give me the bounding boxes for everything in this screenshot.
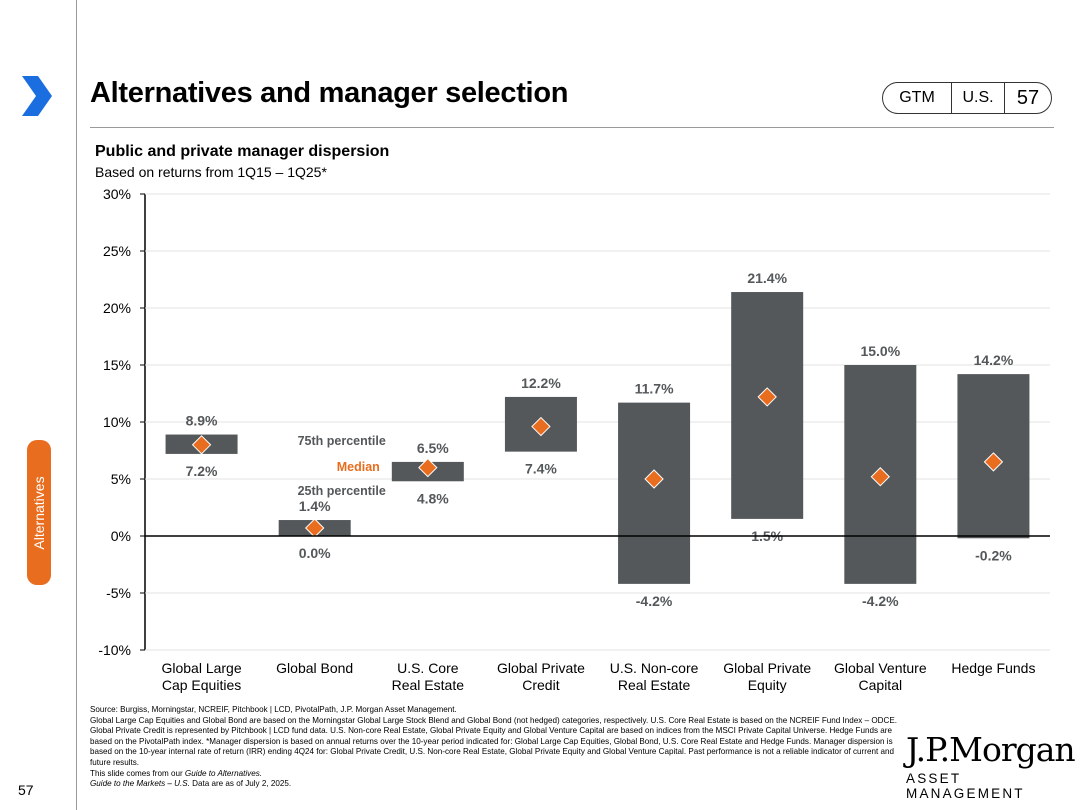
chart-title: Public and private manager dispersion — [95, 143, 390, 160]
y-tick-label: -10% — [98, 642, 131, 658]
y-tick-label: -5% — [106, 585, 131, 601]
p75-label: 11.7% — [635, 381, 674, 397]
x-tick-label: U.S. Non-core — [610, 660, 699, 676]
page-title: Alternatives and manager selection — [90, 77, 569, 109]
dispersion-bar — [618, 402, 691, 584]
x-tick-label: Equity — [748, 677, 787, 693]
x-tick-label: Cap Equities — [162, 677, 241, 693]
y-tick-label: 5% — [111, 471, 131, 487]
badge-gtm: GTM — [883, 83, 952, 113]
legend-median: Median — [337, 460, 380, 474]
p75-label: 6.5% — [417, 440, 449, 456]
footnote-source: Source: Burgiss, Morningstar, NCREIF, Pi… — [90, 705, 457, 714]
section-tab[interactable]: Alternatives — [27, 440, 51, 585]
x-tick-label: Real Estate — [618, 677, 691, 693]
page-number: 57 — [18, 782, 34, 798]
p25-label: 4.8% — [417, 490, 449, 506]
chevron-right-icon — [22, 76, 52, 116]
logo-main: J.P.Morgan — [906, 730, 1076, 769]
y-tick-label: 15% — [103, 357, 131, 373]
footnote-guide-markets: Guide to the Markets – U.S. Data are as … — [90, 779, 900, 790]
x-tick-label: Global Large — [161, 660, 241, 676]
badge-region: U.S. — [952, 83, 1005, 113]
x-tick-label: Credit — [522, 677, 559, 693]
y-tick-label: 25% — [103, 243, 131, 259]
footnote-line4-suffix: Data are as of July 2, 2025. — [189, 779, 292, 789]
x-tick-label: Global Venture — [834, 660, 927, 676]
page-badges: GTM U.S. 57 — [882, 82, 1052, 114]
y-tick-label: 30% — [103, 186, 131, 202]
p25-label: -4.2% — [862, 593, 899, 609]
p75-label: 1.4% — [299, 498, 331, 514]
p25-label: -0.2% — [975, 547, 1012, 563]
median-marker — [418, 457, 438, 478]
p75-label: 12.2% — [521, 375, 561, 391]
p75-label: 21.4% — [747, 270, 787, 286]
x-tick-label: Capital — [859, 677, 903, 693]
footnotes: Source: Burgiss, Morningstar, NCREIF, Pi… — [90, 705, 900, 790]
p75-label: 8.9% — [186, 413, 218, 429]
footnote-line3-prefix: This slide comes from our — [90, 768, 185, 778]
badge-page: 57 — [1016, 86, 1040, 109]
footnote-guide-alternatives: This slide comes from our Guide to Alter… — [90, 769, 900, 780]
chart-subtitle: Based on returns from 1Q15 – 1Q25* — [95, 164, 327, 180]
median-marker — [191, 435, 212, 455]
p25-label: 0.0% — [299, 545, 331, 561]
p75-label: 14.2% — [974, 352, 1014, 368]
y-tick-label: 0% — [111, 528, 131, 544]
x-tick-label: Global Private — [497, 660, 585, 676]
logo-sub: ASSET MANAGEMENT — [906, 771, 1025, 801]
guide-markets-link[interactable]: Guide to the Markets – U.S. — [90, 779, 190, 789]
median-marker — [983, 452, 1004, 472]
median-marker — [870, 467, 891, 487]
footnote-body: Global Large Cap Equities and Global Bon… — [90, 715, 897, 767]
jpmorgan-logo: J.P.Morgan ASSET MANAGEMENT — [906, 730, 1080, 801]
median-marker — [304, 518, 325, 538]
left-divider — [76, 0, 77, 810]
guide-alternatives-link[interactable]: Guide to Alternatives. — [184, 768, 262, 778]
dispersion-chart: 30% 25% 20% 15% 10% 5% 0% -5% -10% 8.9% 7.2% Global… — [98, 186, 1050, 693]
p25-label: 7.2% — [186, 463, 218, 479]
x-tick-label: Hedge Funds — [951, 660, 1035, 676]
p25-label: -4.2% — [636, 593, 673, 609]
x-tick-label: Global Private — [723, 660, 811, 676]
x-tick-label: U.S. Core — [397, 660, 459, 676]
x-tick-label: Real Estate — [392, 677, 465, 693]
y-tick-label: 20% — [103, 300, 131, 316]
median-marker — [644, 469, 664, 489]
p25-label: 7.4% — [525, 461, 557, 477]
x-tick-label: Global Bond — [276, 660, 353, 676]
median-marker — [531, 416, 551, 437]
legend-p25: 25th percentile — [298, 484, 386, 498]
p75-label: 15.0% — [860, 343, 900, 359]
header-rule — [90, 127, 1054, 128]
median-marker — [757, 387, 777, 407]
y-tick-label: 10% — [103, 414, 131, 430]
legend-p75: 75th percentile — [298, 434, 386, 448]
